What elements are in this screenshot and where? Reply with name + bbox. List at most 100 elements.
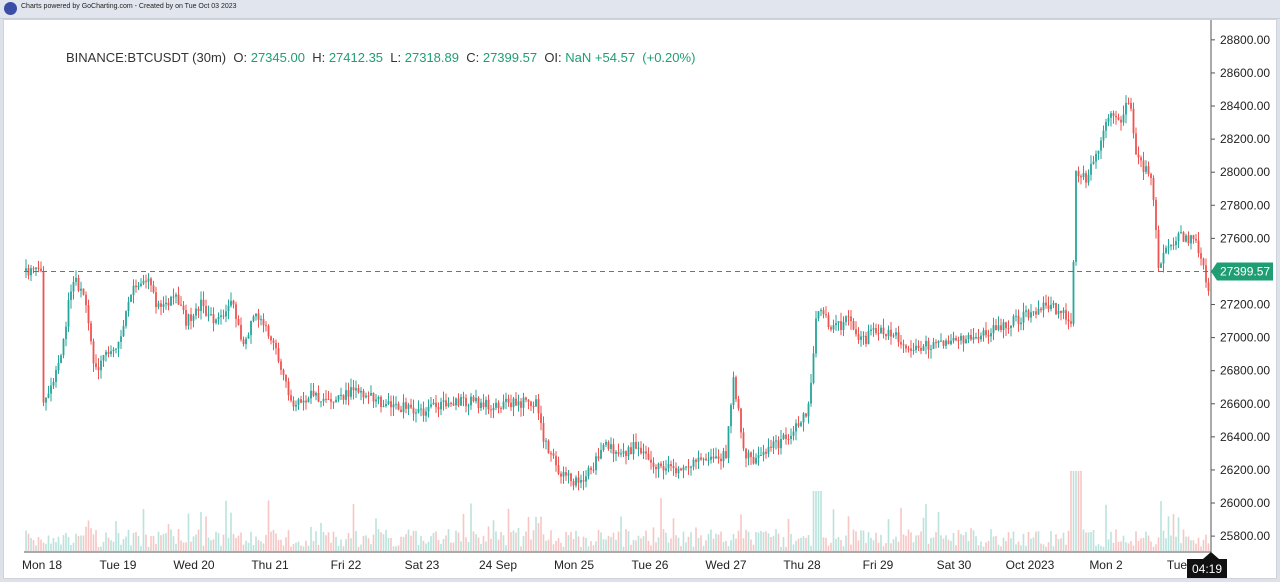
candle-body xyxy=(1097,150,1100,154)
volume-bar xyxy=(867,532,870,551)
candle-body xyxy=(720,458,722,462)
candle-body xyxy=(615,451,617,454)
volume-bar xyxy=(472,531,475,551)
volume-bar xyxy=(1107,539,1110,551)
volume-bar xyxy=(685,542,687,551)
volume-bar xyxy=(145,534,147,551)
candle-body xyxy=(305,400,307,403)
volume-bar xyxy=(922,517,925,551)
candle-body xyxy=(1102,130,1105,141)
volume-bar xyxy=(425,543,427,551)
candle-body xyxy=(655,466,657,470)
volume-bar xyxy=(345,539,347,551)
volume-bar xyxy=(97,546,100,551)
candle-body xyxy=(537,399,540,414)
candle-body xyxy=(337,395,340,400)
candle-body xyxy=(650,459,652,463)
volume-bar xyxy=(757,532,760,551)
candle-body xyxy=(1187,235,1190,244)
volume-bar xyxy=(747,531,750,551)
candle-body xyxy=(770,446,772,448)
volume-bar xyxy=(420,535,422,551)
volume-bar xyxy=(252,544,255,551)
volume-bar xyxy=(527,516,530,551)
volume-bar xyxy=(655,542,657,551)
volume-bar xyxy=(245,540,247,551)
volume-bar xyxy=(100,546,102,551)
candle-body xyxy=(397,403,400,410)
x-tick-label: Mon 18 xyxy=(22,558,62,572)
volume-bar xyxy=(492,520,495,551)
y-tick-label: 27600.00 xyxy=(1220,231,1270,245)
volume-bar xyxy=(880,534,882,551)
candle-body xyxy=(197,308,200,311)
candle-body xyxy=(1107,117,1110,122)
candle-body xyxy=(867,331,870,345)
candle-body xyxy=(1117,117,1120,120)
candle-body xyxy=(640,447,642,454)
volume-bar xyxy=(442,538,445,551)
volume-bar xyxy=(480,543,482,551)
volume-bar xyxy=(1205,534,1207,551)
volume-bar xyxy=(240,532,242,551)
volume-bar xyxy=(907,529,910,551)
x-tick-label: Wed 27 xyxy=(705,558,746,572)
volume-bar xyxy=(95,530,97,551)
volume-bar xyxy=(72,542,75,551)
symbol-label: BINANCE:BTCUSDT (30m) xyxy=(66,50,227,65)
y-tick-label: 27800.00 xyxy=(1220,198,1270,212)
volume-bar xyxy=(687,536,690,551)
candle-body xyxy=(1142,160,1145,172)
candle-body xyxy=(177,294,180,305)
candle-body xyxy=(172,296,175,298)
volume-bar xyxy=(232,534,235,551)
candle-body xyxy=(1185,235,1187,242)
candle-body xyxy=(707,459,710,461)
volume-bar xyxy=(1087,532,1090,551)
volume-bar xyxy=(1135,531,1137,551)
volume-bar xyxy=(1042,544,1045,551)
candle-body xyxy=(112,349,115,352)
candle-body xyxy=(677,468,680,474)
volume-bar xyxy=(1090,532,1092,551)
y-tick-label: 25800.00 xyxy=(1220,529,1270,543)
volume-bar xyxy=(935,532,937,551)
volume-bar xyxy=(545,540,547,551)
candle-body xyxy=(977,336,980,340)
chart-panel[interactable]: 25800.00 26000.00 26200.00 26400.00 26600.00… xyxy=(3,19,1277,579)
candle-body xyxy=(237,318,240,325)
candle-body xyxy=(200,299,202,311)
candle-body xyxy=(1045,302,1047,306)
volume-bar xyxy=(405,534,407,551)
volume-bar xyxy=(972,530,975,551)
candle-body xyxy=(987,335,990,337)
y-tick-label: 28200.00 xyxy=(1220,132,1270,146)
volume-bar xyxy=(440,543,442,551)
volume-bar xyxy=(355,531,357,551)
candle-body xyxy=(87,305,90,324)
candle-body xyxy=(37,267,40,269)
candle-body xyxy=(507,398,510,403)
volume-bar xyxy=(557,538,560,551)
volume-bar xyxy=(982,546,985,551)
volume-bar xyxy=(905,535,907,551)
price-chart[interactable]: 25800.00 26000.00 26200.00 26400.00 26600.00… xyxy=(4,20,1276,578)
volume-bar xyxy=(985,542,987,551)
volume-bar xyxy=(872,540,875,551)
candle-body xyxy=(1135,133,1137,155)
volume-bar xyxy=(552,544,555,551)
candle-body xyxy=(862,335,865,337)
volume-bar xyxy=(180,540,182,551)
volume-bar xyxy=(1195,543,1197,551)
volume-bar xyxy=(1175,536,1177,551)
candle-body xyxy=(462,397,465,399)
candle-body xyxy=(300,399,302,403)
volume-bar xyxy=(357,546,360,551)
volume-bar xyxy=(237,535,240,551)
candle-body xyxy=(905,345,907,349)
volume-bar xyxy=(1040,543,1042,551)
volume-bar xyxy=(250,531,252,551)
volume-bar xyxy=(750,539,752,551)
volume-bar xyxy=(600,532,602,551)
candle-body xyxy=(1047,305,1050,310)
